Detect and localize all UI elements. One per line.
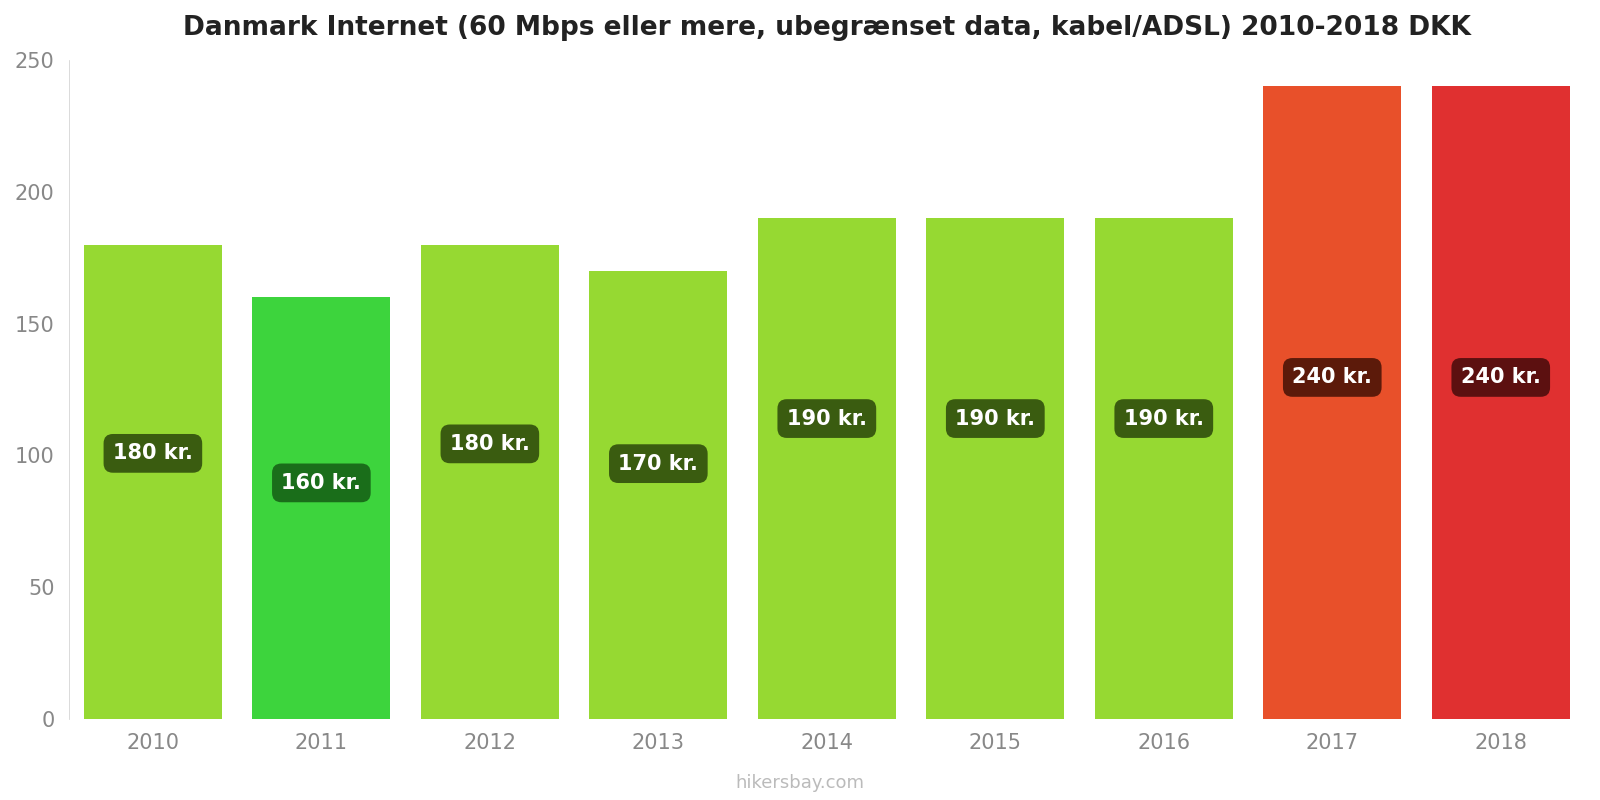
Bar [758, 218, 896, 719]
Bar [1262, 86, 1402, 719]
Text: 240 kr.: 240 kr. [1293, 367, 1373, 387]
Bar [926, 218, 1064, 719]
Text: 190 kr.: 190 kr. [787, 409, 867, 429]
Text: 170 kr.: 170 kr. [618, 454, 698, 474]
Text: 160 kr.: 160 kr. [282, 473, 362, 493]
Bar [421, 245, 558, 719]
Text: 190 kr.: 190 kr. [1123, 409, 1203, 429]
Bar [589, 271, 728, 719]
Bar [253, 298, 390, 719]
Bar [1432, 86, 1570, 719]
Text: 190 kr.: 190 kr. [955, 409, 1035, 429]
Text: 180 kr.: 180 kr. [450, 434, 530, 454]
Bar [83, 245, 222, 719]
Text: 180 kr.: 180 kr. [114, 443, 194, 463]
Title: Danmark Internet (60 Mbps eller mere, ubegrænset data, kabel/ADSL) 2010-2018 DKK: Danmark Internet (60 Mbps eller mere, ub… [182, 15, 1470, 41]
Text: 240 kr.: 240 kr. [1461, 367, 1541, 387]
Text: hikersbay.com: hikersbay.com [736, 774, 864, 792]
Bar [1094, 218, 1234, 719]
